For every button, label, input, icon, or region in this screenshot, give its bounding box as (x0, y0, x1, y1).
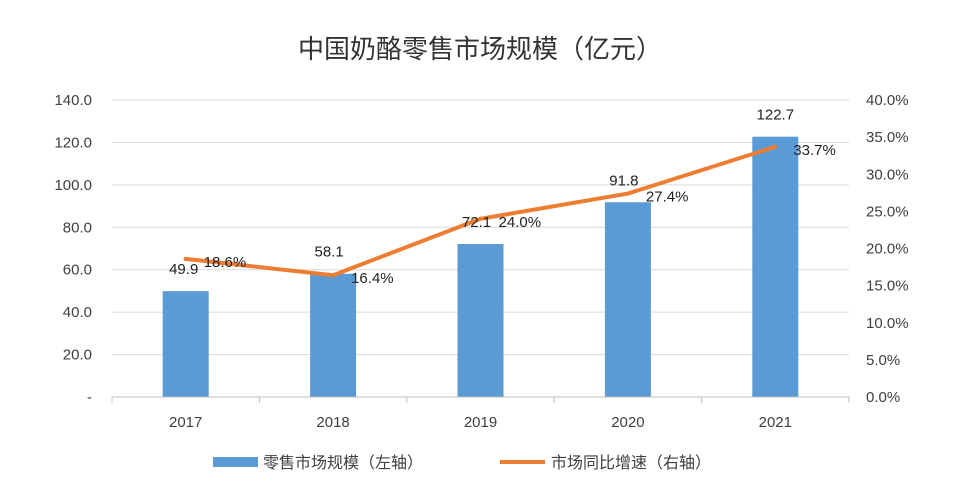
line-point (478, 216, 483, 221)
left-tick-label: 20.0 (63, 347, 92, 364)
chart-title: 中国奶酪零售市场规模（亿元） (298, 35, 662, 65)
x-tick-label: 2017 (169, 414, 202, 431)
left-tick-label: 40.0 (63, 304, 92, 321)
x-tick-label: 2019 (464, 414, 497, 431)
right-tick-label: 30.0% (866, 166, 909, 183)
right-axis: 0.0% 5.0% 10.0% 15.0% 20.0% 25.0% 30.0% 35.0% 40… (866, 92, 909, 406)
bar-value-label: 58.1 (314, 244, 343, 261)
left-tick-label: 120.0 (54, 134, 92, 151)
line-point (625, 191, 630, 196)
right-tick-label: 40.0% (866, 92, 909, 109)
legend-label-bar: 零售市场规模（左轴） (263, 453, 423, 472)
bar-value-label: 49.9 (169, 261, 198, 278)
line-value-label: 24.0% (499, 214, 542, 231)
right-tick-label: 35.0% (866, 129, 909, 146)
bar (310, 273, 357, 397)
line-point (183, 256, 188, 261)
line-value-label: 18.6% (204, 254, 247, 271)
line-value-label: 33.7% (793, 142, 836, 159)
x-axis: 2017 2018 2019 2020 2021 (111, 396, 850, 431)
right-tick-label: 20.0% (866, 241, 909, 258)
line-point (773, 144, 778, 149)
line-value-label: 16.4% (351, 270, 394, 287)
line-value-label: 27.4% (646, 189, 689, 206)
bar (604, 202, 651, 397)
bar-series (162, 136, 799, 397)
left-axis: - 20.0 40.0 60.0 80.0 100.0 120.0 140.0 (54, 92, 92, 406)
bar-data-labels: 49.9 58.1 72.1 91.8 122.7 (169, 107, 794, 278)
bar (457, 244, 504, 397)
x-tick-label: 2020 (611, 414, 644, 431)
bar (752, 136, 799, 397)
left-tick-label: 60.0 (63, 262, 92, 279)
line-data-labels: 18.6% 16.4% 24.0% 27.4% 33.7% (204, 142, 836, 287)
x-tick-label: 2021 (759, 414, 792, 431)
bar-value-label: 122.7 (757, 107, 795, 124)
right-tick-label: 15.0% (866, 278, 909, 295)
bar (162, 291, 209, 397)
line-series (183, 144, 778, 278)
bar-value-label: 91.8 (609, 172, 638, 189)
right-tick-label: 25.0% (866, 203, 909, 220)
bar-value-label: 72.1 (462, 214, 491, 231)
right-tick-label: 0.0% (866, 389, 900, 406)
right-tick-label: 5.0% (866, 352, 900, 369)
legend: 零售市场规模（左轴） 市场同比增速（右轴） (213, 453, 711, 472)
line-point (331, 273, 336, 278)
x-tick-label: 2018 (316, 414, 349, 431)
legend-label-line: 市场同比增速（右轴） (551, 453, 711, 472)
left-tick-label: - (87, 389, 92, 406)
right-tick-label: 10.0% (866, 315, 909, 332)
left-tick-label: 100.0 (54, 177, 92, 194)
left-tick-label: 80.0 (63, 219, 92, 236)
left-tick-label: 140.0 (54, 92, 92, 109)
legend-swatch-bar (213, 457, 258, 467)
